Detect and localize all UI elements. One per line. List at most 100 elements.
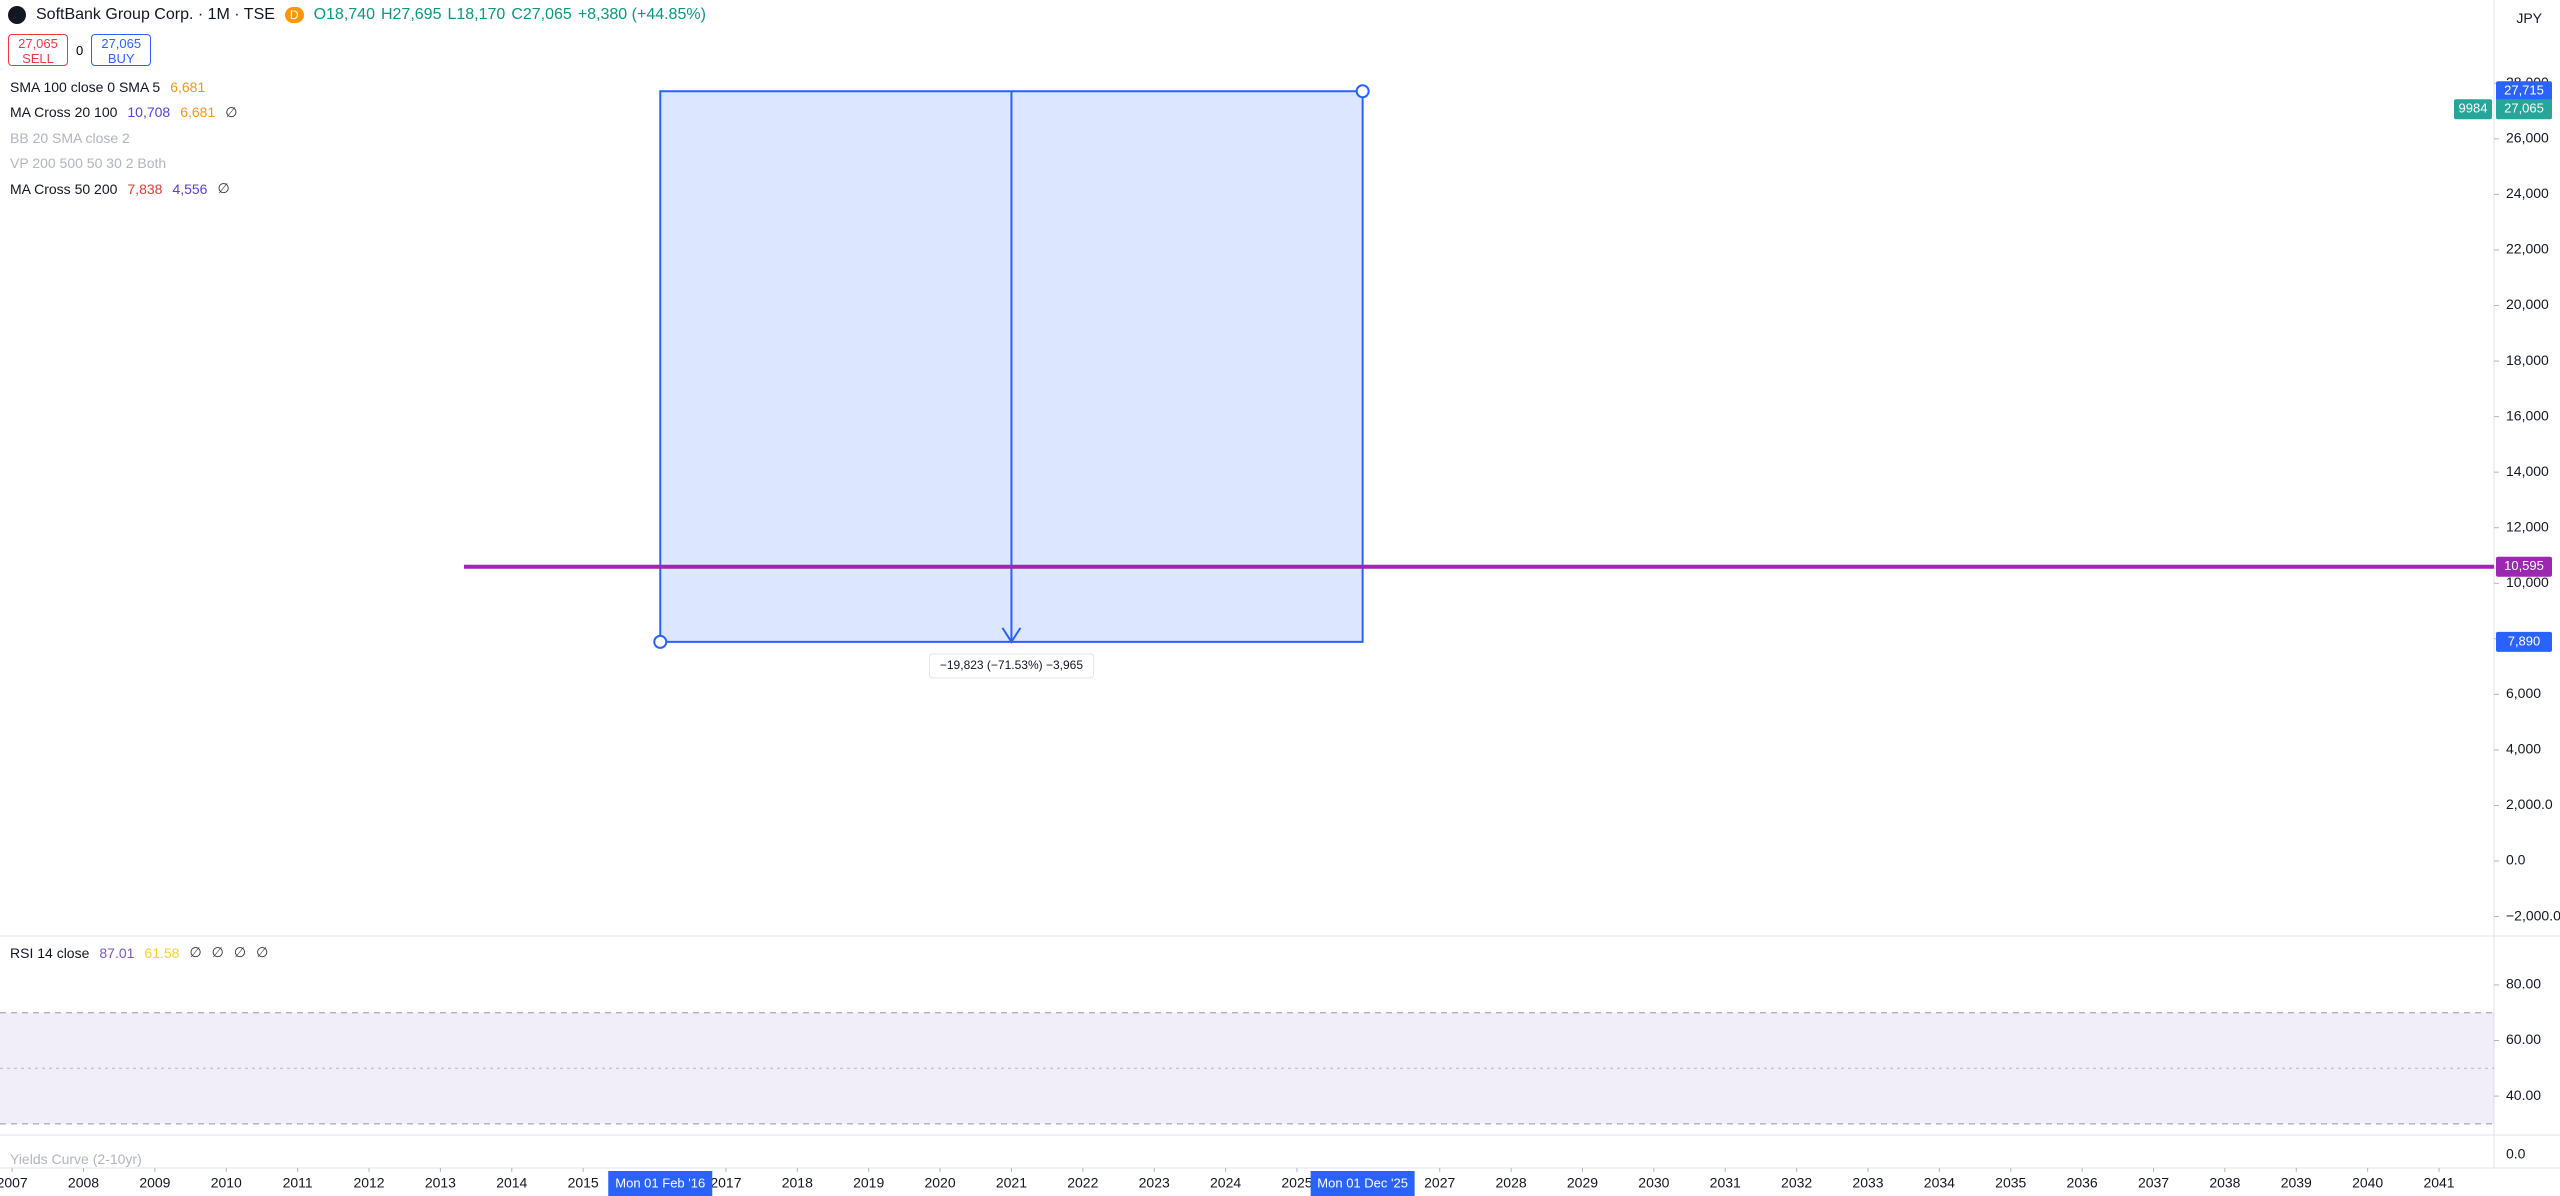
price-tag: 9984 [2459, 101, 2488, 116]
legend-item: SMA 100 close 0 SMA 5 6,681 [10, 74, 237, 100]
badge: D [284, 7, 304, 23]
ohlc-value: +8,380 (+44.85%) [577, 6, 706, 23]
legend-value: 7,838 [127, 180, 163, 197]
price-label-box [2496, 556, 2552, 577]
measure-label: −19,823 (−71.53%) −3,965 [940, 658, 1083, 672]
y-tick-label: 24,000 [2506, 185, 2549, 201]
sell-button[interactable]: 27,065 SELL [8, 34, 68, 66]
price-label-box [2496, 631, 2552, 652]
x-tick-label: 2015 [568, 1175, 599, 1191]
x-tick-label: 2040 [2352, 1175, 2383, 1191]
crosshair-label-box [608, 1171, 713, 1196]
measure-arrow [1001, 627, 1022, 644]
legend-value: 10,708 [127, 104, 171, 121]
price-label: 10,595 [2504, 558, 2544, 573]
x-tick-label: 2035 [1995, 1175, 2026, 1191]
price-label: 27,065 [2504, 101, 2544, 116]
legend-value: 4,556 [172, 180, 208, 197]
price-label: 7,890 [2508, 633, 2541, 648]
legend-value: 6,681 [180, 104, 216, 121]
x-tick-label: 2041 [2423, 1175, 2454, 1191]
ohlc-value: C27,065 [511, 6, 572, 23]
y-tick-label: 26,000 [2506, 130, 2549, 146]
legend-item: MA Cross 20 100 10,708 6,681 ∅ [10, 100, 237, 126]
symbol[interactable]: SoftBank Group Corp. · 1M · TSE [36, 6, 275, 23]
legend-item: RSI 14 close 87.01 61.58 ∅ ∅ ∅ ∅ [10, 940, 268, 966]
x-tick-label: 2031 [1710, 1175, 1741, 1191]
legend: RSI 14 close 87.01 61.58 ∅ ∅ ∅ ∅ [10, 940, 268, 966]
price-label-box [2496, 81, 2552, 102]
crosshair-label: Mon 01 Dec '25 [1317, 1175, 1408, 1190]
x-tick-label: 2039 [2281, 1175, 2312, 1191]
legend-name: MA Cross 50 200 [10, 180, 118, 197]
x-tick-label: 2022 [1067, 1175, 1098, 1191]
x-tick-label: 2038 [2209, 1175, 2240, 1191]
legend-item: MA Cross 50 200 7,838 4,556 ∅ [10, 176, 237, 202]
buy-label: BUY [107, 51, 135, 66]
y-tick-label: 6,000 [2506, 685, 2541, 701]
legend-value: 6,681 [170, 78, 206, 95]
legend-item: BB 20 SMA close 2 [10, 125, 237, 151]
legend-item: Yields Curve (2-10yr) [10, 1150, 142, 1167]
handle [1355, 84, 1370, 99]
y-tick-label: 80.00 [2506, 976, 2541, 992]
y-tick-label: 0.0 [2506, 852, 2526, 868]
legend-name: RSI 14 close [10, 944, 90, 961]
logo [8, 6, 26, 24]
legend-name: VP 200 500 50 30 2 Both [10, 155, 167, 172]
y-tick-label: 12,000 [2506, 518, 2549, 534]
y-tick-label: 60.00 [2506, 1031, 2541, 1047]
x-tick-label: 2011 [283, 1175, 313, 1191]
legend-value: 61.58 [144, 944, 180, 961]
sell-label: SELL [22, 51, 54, 66]
header: SoftBank Group Corp. · 1M · TSE D O18,74… [8, 6, 712, 24]
x-tick-label: 2028 [1496, 1175, 1527, 1191]
price-label-box [2496, 99, 2552, 120]
legend-value: 87.01 [99, 944, 135, 961]
ohlc: O18,740 H27,695 L18,170 C27,065 +8,380 (+44.… [314, 6, 712, 24]
y-tick-label: 40.00 [2506, 1087, 2541, 1103]
crosshair-label: Mon 01 Feb '16 [615, 1175, 705, 1190]
x-tick-label: 2021 [996, 1175, 1027, 1191]
x-tick-label: 2013 [425, 1175, 456, 1191]
x-tick-label: 2024 [1210, 1175, 1241, 1191]
legend-value: ∅ [225, 103, 238, 120]
ohlc-value: O18,740 [313, 6, 375, 23]
x-tick-label: 2025 [1281, 1175, 1312, 1191]
x-tick-label: 2020 [924, 1175, 955, 1191]
legend-item: VP 200 500 50 30 2 Both [10, 151, 237, 177]
legend-name: BB 20 SMA close 2 [10, 129, 130, 146]
handle [653, 634, 668, 649]
x-tick-label: 2012 [353, 1175, 384, 1191]
spread: 0 [76, 42, 84, 58]
ohlc-value: H27,695 [380, 6, 442, 23]
x-tick-label: 2009 [139, 1175, 170, 1191]
legend-value: ∅ [233, 944, 247, 961]
measure-label-box [928, 653, 1094, 679]
y-tick-label: 16,000 [2506, 407, 2549, 423]
trade-buttons: 27,065 SELL 0 27,065 BUY [8, 34, 152, 66]
x-tick-label: 2036 [2067, 1175, 2098, 1191]
crosshair-label-box [1310, 1171, 1415, 1196]
x-tick-label: 2007 [0, 1175, 28, 1191]
y-tick-label: 4,000 [2506, 741, 2541, 757]
price-label: 27,715 [2504, 83, 2544, 98]
legend-value: ∅ [189, 944, 202, 961]
legend-value: ∅ [217, 180, 230, 197]
x-tick-label: 2023 [1139, 1175, 1170, 1191]
buy-button[interactable]: 27,065 BUY [91, 34, 152, 66]
x-tick-label: 2033 [1852, 1175, 1883, 1191]
legend: SMA 100 close 0 SMA 5 6,681 MA Cross 20 10… [10, 74, 237, 202]
x-tick-label: 2029 [1567, 1175, 1598, 1191]
y-tick-label: 18,000 [2506, 352, 2549, 368]
sell-price: 27,065 [18, 36, 58, 51]
x-tick-label: 2019 [853, 1175, 884, 1191]
x-tick-label: 2027 [1424, 1175, 1455, 1191]
legend: Yields Curve (2-10yr) [10, 1146, 142, 1172]
y-tick-label: 22,000 [2506, 241, 2549, 257]
currency[interactable]: JPY [2516, 10, 2542, 26]
y-tick-label: 2,000.0 [2506, 796, 2553, 812]
legend-name: SMA 100 close 0 SMA 5 [10, 78, 161, 95]
